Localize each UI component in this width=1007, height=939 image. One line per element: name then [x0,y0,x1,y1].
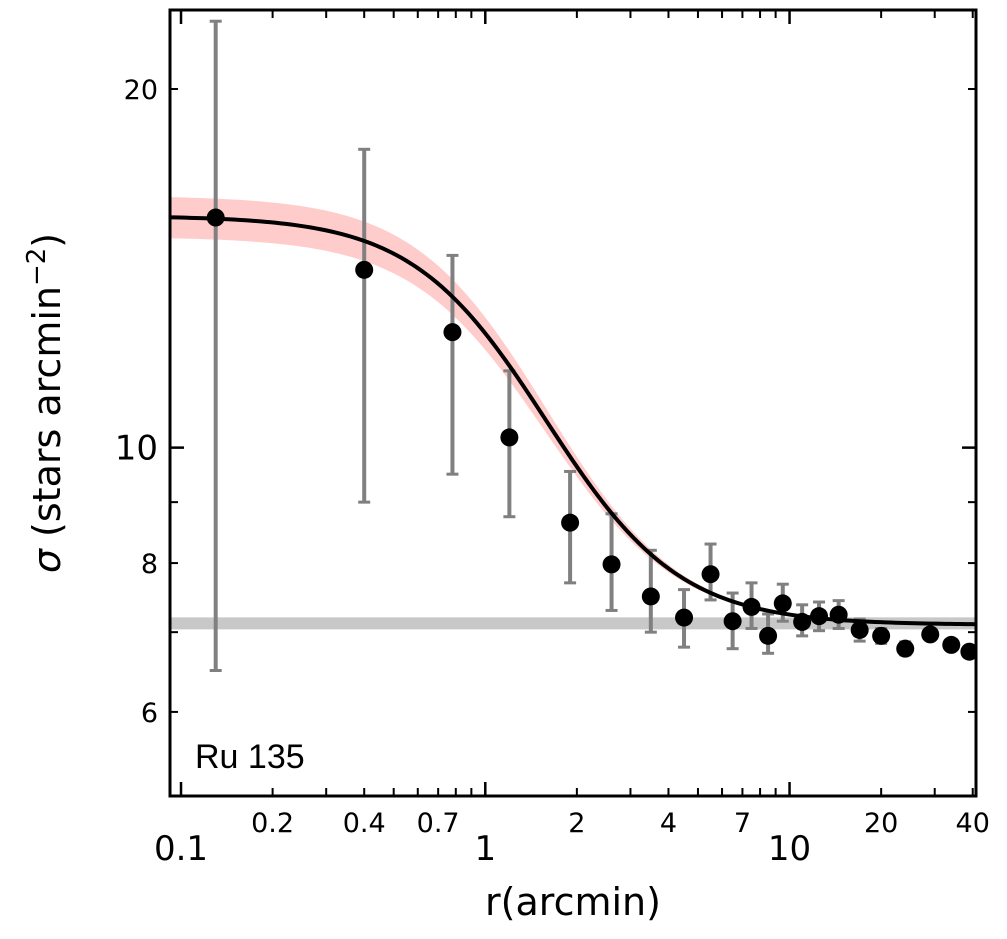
y-axis-label: σ (stars arcmin−2) [22,233,69,573]
x-minor-tick-label: 0.4 [343,808,386,839]
data-point-17 [850,620,869,639]
data-point-15 [810,607,829,626]
y-tick-label: 10 [115,429,158,469]
data-point-16 [829,605,848,624]
x-minor-tick-label: 40 [956,808,990,839]
x-tick-label: 10 [768,829,811,869]
x-minor-tick-label: 20 [864,808,898,839]
data-point-3 [443,323,462,342]
x-axis-label: r(arcmin) [485,880,661,924]
data-point-1 [206,208,225,227]
y-axis-symbol: σ [25,547,69,573]
data-point-19 [896,639,915,658]
background-level-band [170,617,976,630]
fit-uncertainty-band [170,197,976,625]
data-point-22 [960,642,976,661]
data-point-8 [675,608,694,627]
x-minor-tick-label: 2 [568,808,585,839]
data-point-5 [561,513,580,532]
y-axis-text: (stars arcmin [25,286,69,549]
data-point-14 [793,612,812,631]
data-point-10 [723,612,742,631]
y-axis-sup: −2 [22,248,52,286]
y-minor-tick-label: 20 [124,75,158,106]
data-point-2 [355,260,374,279]
data-point-9 [701,565,720,584]
data-point-20 [921,625,940,644]
data-point-11 [742,597,761,616]
data-point-21 [942,635,961,654]
y-axis-close: ) [25,233,69,248]
x-minor-tick-label: 0.7 [417,808,460,839]
data-point-4 [500,428,519,447]
x-tick-label: 0.1 [154,829,208,869]
king-fit-curve [170,215,976,627]
y-minor-tick-label: 6 [141,698,158,729]
x-minor-tick-label: 4 [660,808,677,839]
data-point-7 [641,587,660,606]
x-minor-tick-label: 0.2 [251,808,294,839]
data-point-6 [602,555,621,574]
y-minor-tick-label: 8 [141,549,158,580]
cluster-annotation: Ru 135 [195,738,305,776]
data-point-12 [759,626,778,645]
plot-frame [168,8,978,798]
data-point-18 [872,626,891,645]
x-minor-tick-label: 7 [734,808,751,839]
x-tick-label: 1 [474,829,496,869]
data-point-13 [773,594,792,613]
